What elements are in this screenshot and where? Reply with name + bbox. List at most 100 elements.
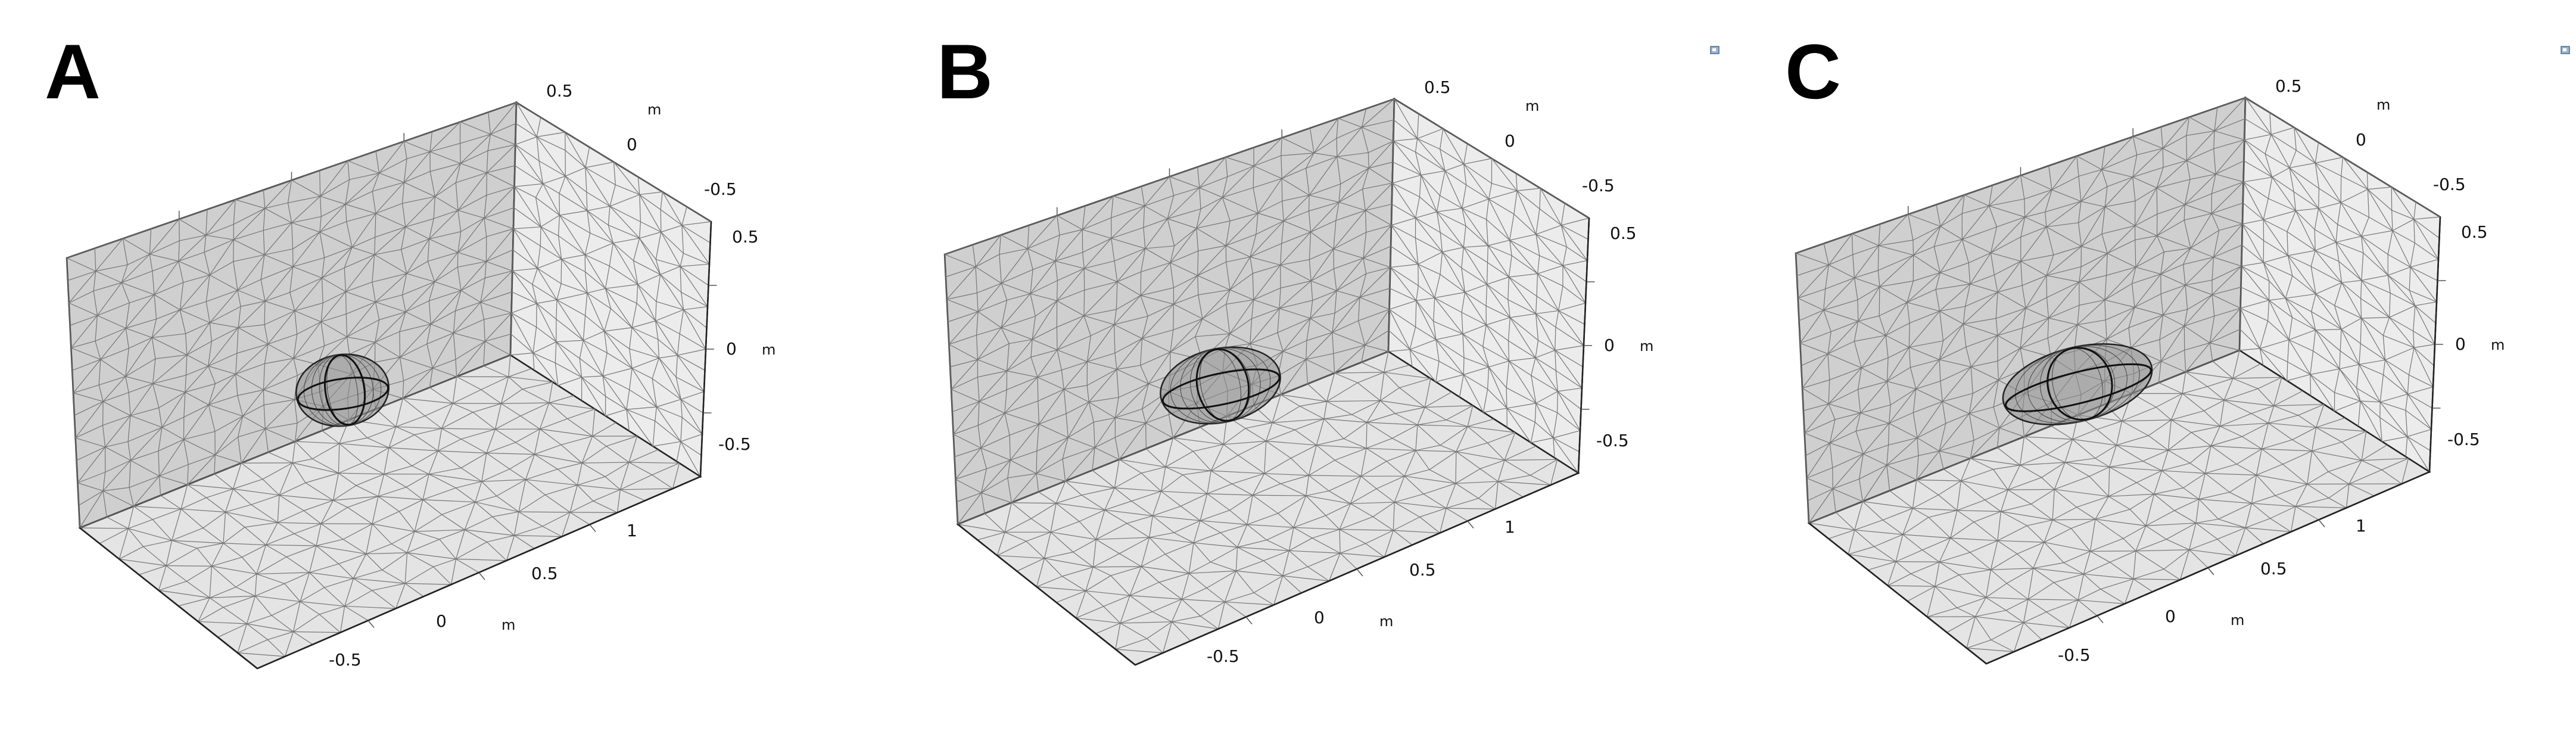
mesh-edge bbox=[429, 387, 453, 404]
mesh-edge bbox=[2361, 236, 2388, 255]
mesh-edge bbox=[1306, 168, 1310, 195]
mesh-edge bbox=[1144, 206, 1168, 219]
mesh-edge bbox=[535, 197, 560, 216]
mesh-edge bbox=[441, 412, 474, 429]
mesh-edge bbox=[1485, 305, 1510, 318]
mesh-edge bbox=[587, 293, 605, 332]
mesh-edge bbox=[1226, 290, 1231, 304]
mesh-edge bbox=[2191, 432, 2211, 446]
mesh-edge bbox=[367, 437, 390, 448]
mesh-edge bbox=[2106, 327, 2129, 340]
mesh-edge bbox=[948, 344, 951, 367]
mesh-edge bbox=[1907, 281, 1914, 303]
mesh-edge bbox=[1986, 597, 2007, 611]
mesh-edge bbox=[404, 552, 408, 584]
mesh-edge bbox=[1566, 246, 1588, 261]
mesh-edge bbox=[158, 408, 163, 428]
mesh-edge bbox=[1252, 494, 1278, 514]
mesh-edge bbox=[481, 453, 487, 482]
mesh-edge bbox=[1935, 586, 1986, 598]
mesh-edge bbox=[655, 321, 659, 340]
mesh-edge bbox=[1389, 267, 1391, 289]
mesh-edge bbox=[2077, 589, 2101, 601]
mesh-edge bbox=[1310, 268, 1334, 282]
mesh-edge bbox=[986, 459, 1011, 469]
mesh-edge bbox=[2213, 223, 2243, 258]
toolbar-icon[interactable] bbox=[2561, 46, 2570, 54]
mesh-edge bbox=[1050, 521, 1080, 533]
mesh-edge bbox=[1230, 213, 1259, 222]
mesh-edge bbox=[347, 496, 379, 508]
mesh-edge bbox=[1806, 467, 1833, 479]
mesh-edge bbox=[456, 558, 507, 561]
mesh-edge bbox=[320, 322, 325, 346]
mesh-edge bbox=[295, 430, 322, 442]
mesh-edge bbox=[1895, 561, 1911, 574]
mesh-edge bbox=[1425, 405, 1473, 408]
mesh-edge bbox=[154, 261, 179, 295]
mesh-edge bbox=[1115, 422, 1146, 438]
mesh-edge bbox=[1485, 219, 1488, 246]
mesh-edge bbox=[166, 565, 187, 582]
mesh-edge bbox=[1854, 278, 1858, 300]
mesh-edge bbox=[401, 203, 406, 227]
mesh-edge bbox=[2030, 503, 2053, 521]
mesh-edge bbox=[2328, 483, 2350, 499]
mesh-edge bbox=[2294, 127, 2316, 163]
mesh-edge bbox=[1145, 414, 1169, 424]
mesh-edge bbox=[429, 143, 460, 153]
mesh-edge bbox=[2389, 317, 2414, 332]
mesh-edge bbox=[400, 324, 431, 358]
mesh-edge bbox=[395, 426, 415, 436]
mesh-edge bbox=[2407, 386, 2434, 395]
mesh-edge bbox=[1334, 291, 1337, 313]
mesh-edge bbox=[483, 365, 509, 378]
mesh-edge bbox=[1384, 372, 1431, 379]
mesh-edge bbox=[658, 357, 681, 400]
mesh-edge bbox=[66, 257, 68, 281]
mesh-edge bbox=[2100, 579, 2134, 590]
mesh-edge bbox=[656, 399, 681, 408]
mesh-edge bbox=[660, 191, 663, 210]
mesh-edge bbox=[1487, 284, 1509, 300]
mesh-edge bbox=[1160, 466, 1166, 492]
mesh-edge bbox=[1277, 332, 1284, 352]
mesh-edge bbox=[98, 385, 104, 402]
mesh-edge bbox=[1173, 275, 1198, 288]
mesh-edge bbox=[455, 341, 485, 360]
mesh-edge bbox=[2256, 449, 2263, 475]
mesh-edge bbox=[1083, 281, 1118, 316]
mesh-edge bbox=[1380, 400, 1425, 408]
mesh-edge bbox=[1149, 515, 1153, 538]
mesh-edge bbox=[1829, 254, 1853, 266]
y-unit: m bbox=[2491, 337, 2505, 353]
mesh-edge bbox=[264, 254, 294, 268]
mesh-edge bbox=[366, 543, 392, 555]
mesh-edge bbox=[1997, 540, 2045, 543]
mesh-edge bbox=[205, 209, 208, 235]
toolbar-icon[interactable] bbox=[1710, 46, 1720, 54]
mesh-edge bbox=[495, 428, 516, 443]
mesh-edge bbox=[2213, 230, 2220, 257]
mesh-edge bbox=[2211, 445, 2262, 450]
mesh-edge bbox=[1436, 212, 1464, 248]
mesh-edge bbox=[1057, 268, 1085, 301]
mesh-edge bbox=[1225, 213, 1259, 246]
mesh-edge bbox=[1114, 353, 1117, 369]
mesh-edge bbox=[209, 290, 238, 324]
mesh-edge bbox=[460, 261, 487, 291]
mesh-edge bbox=[67, 280, 70, 303]
mesh-edge bbox=[1113, 186, 1142, 197]
mesh-edge bbox=[2361, 280, 2390, 318]
mesh-edge bbox=[349, 173, 379, 181]
mesh-edge bbox=[1307, 372, 1335, 384]
mesh-edge bbox=[1059, 229, 1083, 236]
mesh-edge bbox=[1440, 149, 1446, 171]
mesh-edge bbox=[1415, 217, 1441, 233]
mesh-edge bbox=[1094, 417, 1116, 423]
mesh-edge bbox=[1036, 450, 1038, 474]
mesh-edge bbox=[2369, 216, 2393, 231]
mesh-edge bbox=[158, 476, 161, 496]
mesh-edge bbox=[1030, 518, 1051, 533]
mesh-edge bbox=[405, 218, 434, 228]
